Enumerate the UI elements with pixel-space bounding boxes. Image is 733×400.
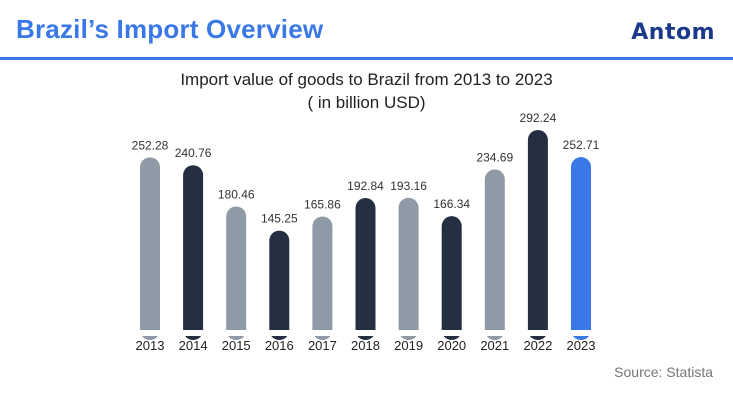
x-tick-2013: 2013 xyxy=(136,338,165,353)
x-tick-2023: 2023 xyxy=(567,338,596,353)
x-tick-2022: 2022 xyxy=(523,338,552,353)
data-label-2013: 252.28 xyxy=(132,138,169,152)
bar-2015 xyxy=(226,206,247,340)
x-tick-2019: 2019 xyxy=(394,338,423,353)
bar-2021 xyxy=(484,169,505,340)
data-label-2017: 165.86 xyxy=(304,197,341,211)
bar-2020 xyxy=(441,216,462,340)
data-label-2015: 180.46 xyxy=(218,187,255,201)
baseline-band xyxy=(0,330,733,336)
data-label-2016: 145.25 xyxy=(261,212,298,226)
bar-2023 xyxy=(571,157,591,340)
data-label-2014: 240.76 xyxy=(175,146,212,160)
data-label-2023: 252.71 xyxy=(563,138,600,152)
page-title: Brazil’s Import Overview xyxy=(16,14,324,44)
bar-2013 xyxy=(140,157,160,340)
x-tick-2020: 2020 xyxy=(437,338,466,353)
x-tick-2021: 2021 xyxy=(480,338,509,353)
brand-logo: Antom xyxy=(631,20,715,45)
bar-2022 xyxy=(527,130,548,340)
x-tick-2015: 2015 xyxy=(222,338,251,353)
data-label-2022: 292.24 xyxy=(520,111,557,125)
source-note: Source: Statista xyxy=(614,364,713,380)
data-label-2020: 166.34 xyxy=(433,197,470,211)
bar-2017 xyxy=(312,216,333,340)
data-label-2018: 192.84 xyxy=(347,179,384,193)
bar-2019 xyxy=(398,197,419,340)
x-tick-2018: 2018 xyxy=(351,338,380,353)
x-tick-2014: 2014 xyxy=(179,338,208,353)
data-label-2019: 193.16 xyxy=(390,179,427,193)
data-label-2021: 234.69 xyxy=(476,150,513,164)
bar-2016 xyxy=(269,230,290,340)
bar-2014 xyxy=(183,165,204,340)
bar-2018 xyxy=(355,198,376,340)
header-divider xyxy=(0,57,733,60)
x-tick-2017: 2017 xyxy=(308,338,337,353)
chart-subtitle: ( in billion USD) xyxy=(307,93,426,112)
x-tick-2016: 2016 xyxy=(265,338,294,353)
chart-title: Import value of goods to Brazil from 201… xyxy=(180,70,553,89)
